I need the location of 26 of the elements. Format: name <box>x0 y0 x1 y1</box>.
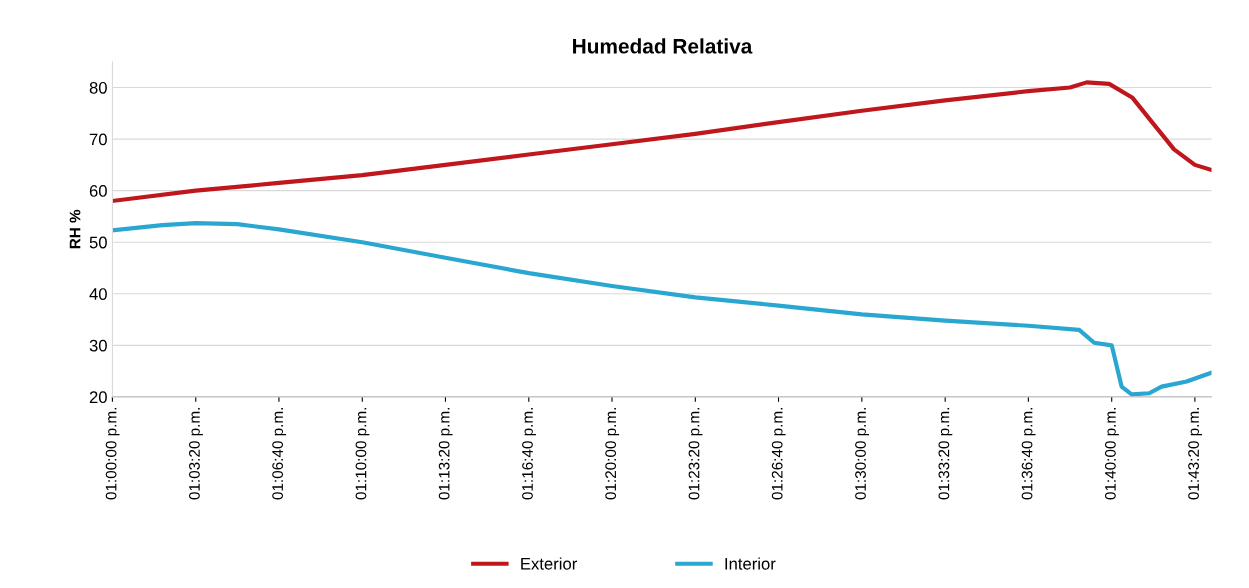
y-tick-label: 50 <box>89 236 107 249</box>
x-tick-label: 01:06:40 p.m. <box>272 408 287 500</box>
y-tick-label: 60 <box>89 185 107 197</box>
x-tick-label: 01:20:00 p.m. <box>605 408 620 500</box>
legend-label: Exterior <box>521 557 577 570</box>
x-tick-label: 01:00:00 p.m. <box>105 408 120 500</box>
x-tick-label: 01:40:00 p.m. <box>1104 408 1119 500</box>
y-tick-label: 20 <box>89 391 107 404</box>
x-tick-label: 01:13:20 p.m. <box>438 408 453 500</box>
x-tick-label: 01:43:20 p.m. <box>1188 408 1203 500</box>
y-axis-title: RH % <box>69 209 81 249</box>
x-tick-label: 01:23:20 p.m. <box>688 408 703 500</box>
x-tick-label: 01:26:40 p.m. <box>771 408 786 500</box>
y-tick-label: 40 <box>89 288 107 300</box>
line-series <box>112 80 1212 204</box>
x-tick-label: 01:33:20 p.m. <box>938 408 953 500</box>
y-tick-label: 80 <box>89 81 107 94</box>
y-tick-label: 70 <box>89 133 107 146</box>
x-tick-label: 01:16:40 p.m. <box>522 408 536 500</box>
x-tick-label: 01:03:20 p.m. <box>189 408 203 500</box>
x-tick-label: 01:36:40 p.m. <box>1021 408 1036 500</box>
legend-label: Interior <box>725 557 776 570</box>
y-tick-label: 30 <box>89 339 107 352</box>
x-tick-label: 01:10:00 p.m. <box>355 408 370 500</box>
chart-title: Humedad Relativa <box>573 38 753 54</box>
x-tick-label: 01:30:00 p.m. <box>855 408 869 500</box>
